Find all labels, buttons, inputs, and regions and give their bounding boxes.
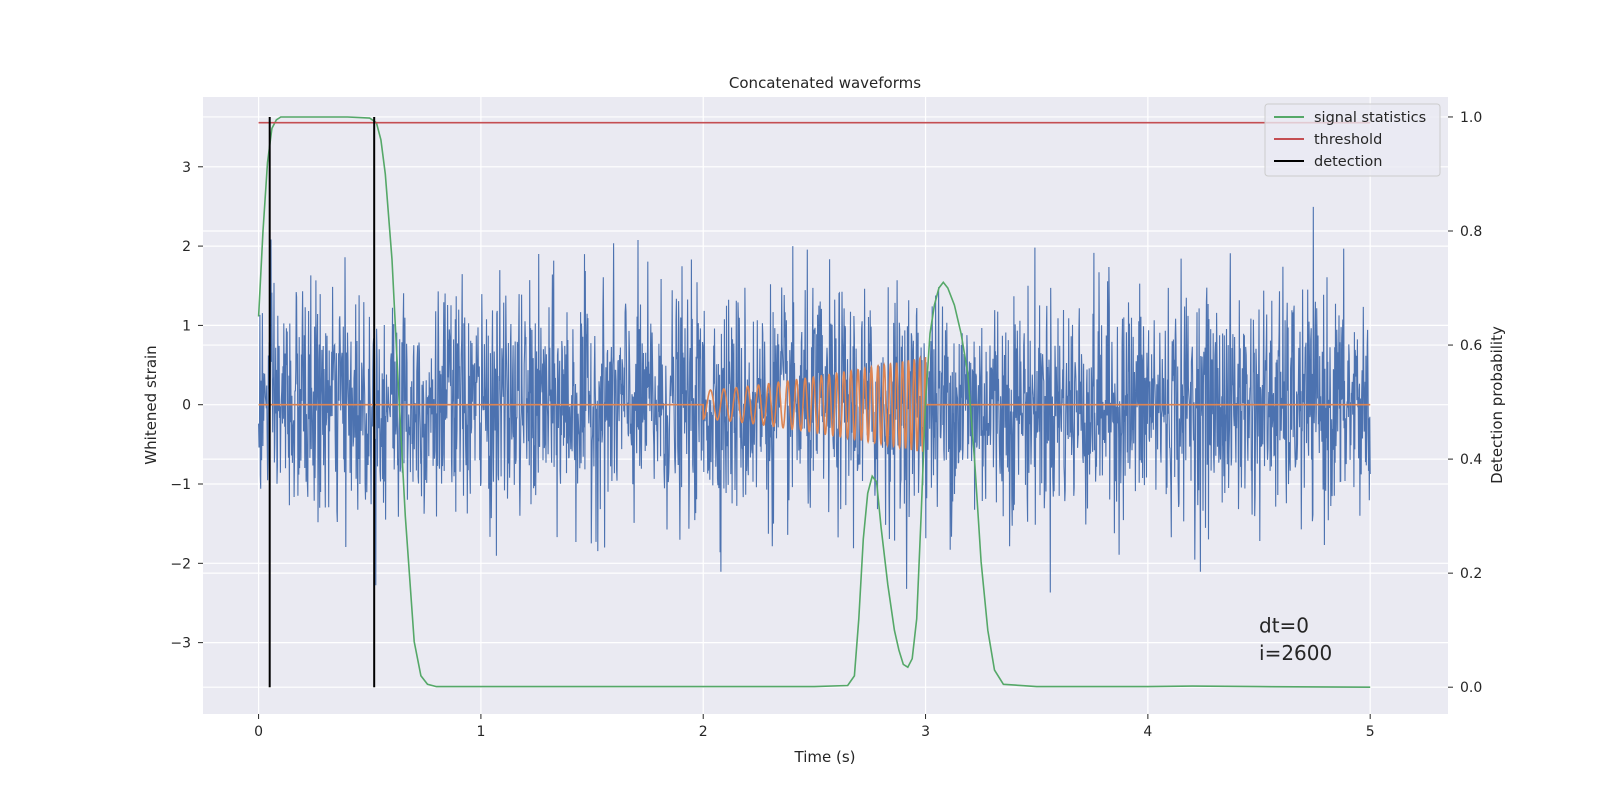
- x-tick-label: 1: [476, 724, 485, 740]
- y-tick-label: −3: [170, 636, 191, 652]
- x-tick-label: 0: [254, 724, 263, 740]
- ticks: 0 1 2 3 4 5 −3 −2 −1 0 1 2 3 0.0 0.2 0.4 0.6 0.8 1.0: [170, 110, 1482, 740]
- y2-tick-label: 0.4: [1460, 452, 1482, 468]
- annotation-text: dt=0: [1259, 613, 1309, 637]
- series-layer: [257, 116, 1371, 688]
- x-tick-label: 5: [1366, 724, 1375, 740]
- y2-tick-label: 0.2: [1460, 566, 1482, 582]
- chirp-series-line: [258, 355, 1371, 452]
- chart-title: Concatenated waveforms: [729, 74, 921, 92]
- x-tick-label: 3: [921, 724, 930, 740]
- y-tick-label: 3: [182, 160, 191, 176]
- legend-label-threshold: threshold: [1314, 132, 1382, 148]
- y2-tick-label: 0.6: [1460, 338, 1482, 354]
- detection-lines: [268, 116, 376, 688]
- x-axis-label: Time (s): [794, 748, 856, 766]
- x-tick-label: 2: [699, 724, 708, 740]
- legend: signal statistics threshold detection: [1264, 103, 1441, 177]
- y-tick-label: 0: [182, 398, 191, 414]
- legend-box: [1264, 103, 1441, 177]
- noise-series-line: [258, 206, 1371, 593]
- y-tick-label: −2: [170, 556, 191, 572]
- y-tick-label: 2: [182, 239, 191, 255]
- y2-tick-label: 1.0: [1460, 110, 1482, 126]
- y2-tick-label: 0.8: [1460, 224, 1482, 240]
- annotation-text: i=2600: [1259, 641, 1332, 665]
- legend-label-signal-statistics: signal statistics: [1314, 110, 1426, 126]
- y-axis-label: Whitened strain: [142, 345, 160, 464]
- x-tick-label: 4: [1143, 724, 1152, 740]
- y-tick-label: 1: [182, 318, 191, 334]
- signal-statistics-line: [257, 116, 1371, 688]
- legend-label-detection: detection: [1314, 154, 1382, 170]
- annotations: dt=0 i=2600: [1259, 613, 1332, 665]
- y2-tick-label: 0.0: [1460, 680, 1482, 696]
- y2-axis-label: Detection probability: [1488, 326, 1506, 484]
- y-tick-label: −1: [170, 477, 191, 493]
